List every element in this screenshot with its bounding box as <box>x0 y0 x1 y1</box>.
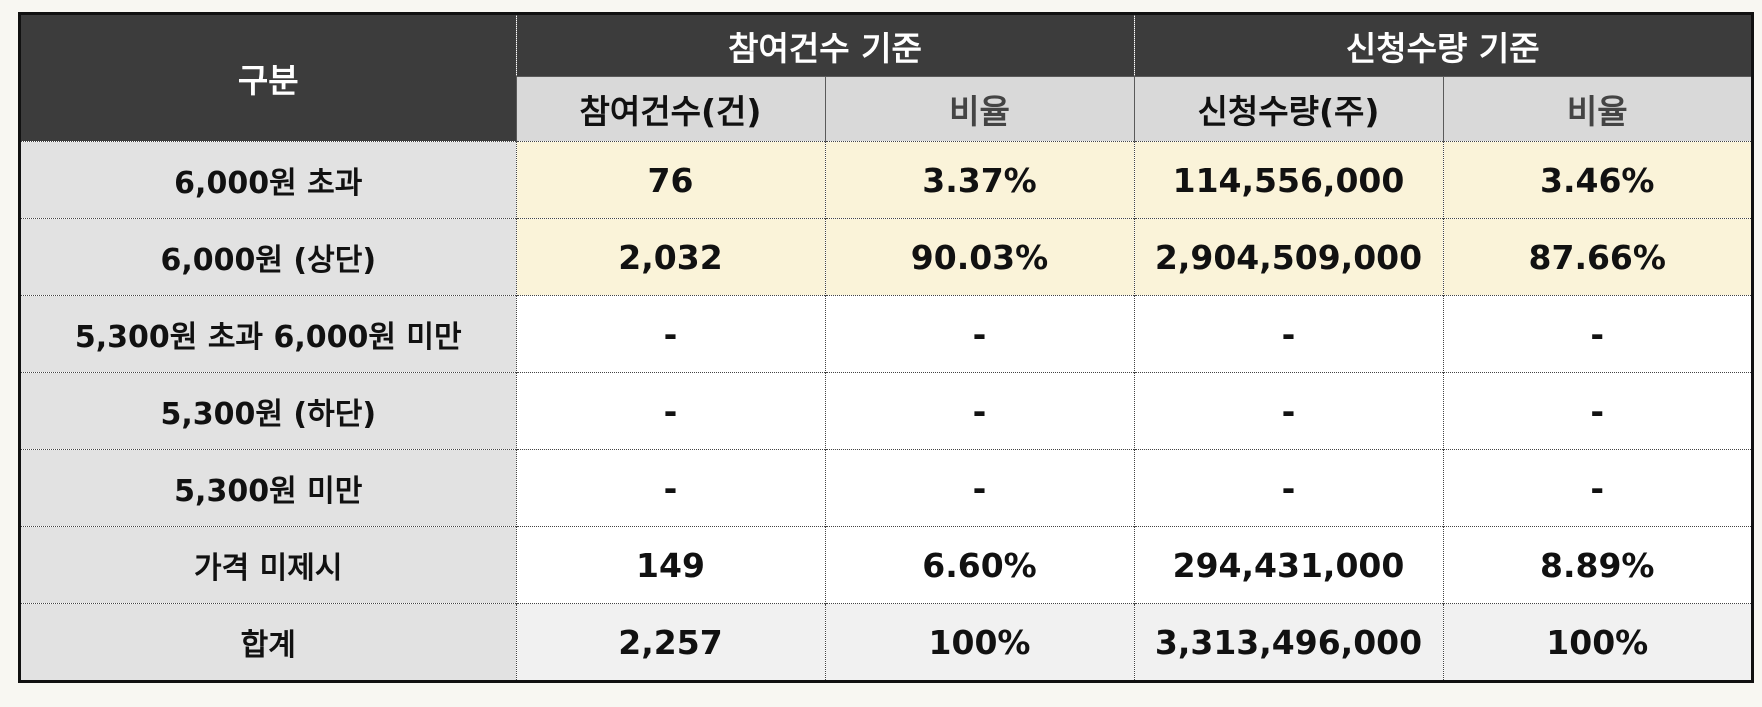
cell-participation-rate: 3.37% <box>824 141 1134 219</box>
table-row: 5,300원 미만 - - - - <box>21 449 1751 527</box>
cell-quantity: - <box>1133 449 1443 527</box>
cell-quantity: 2,904,509,000 <box>1133 218 1443 296</box>
cell-participation-count: 149 <box>515 526 825 604</box>
row-label: 합계 <box>21 603 516 680</box>
row-label: 5,300원 초과 6,000원 미만 <box>21 295 516 373</box>
row-label: 5,300원 (하단) <box>21 372 516 450</box>
cell-quantity: - <box>1133 295 1443 373</box>
header-category: 구분 <box>21 15 516 142</box>
cell-quantity-rate: 87.66% <box>1442 218 1751 296</box>
cell-quantity-rate: 100% <box>1442 603 1751 680</box>
header-group-participation: 참여건수 기준 <box>515 15 1134 77</box>
header-participation-count: 참여건수(건) <box>515 76 825 142</box>
cell-quantity: 294,431,000 <box>1133 526 1443 604</box>
cell-quantity-rate: - <box>1442 449 1751 527</box>
cell-participation-count: 2,257 <box>515 603 825 680</box>
table-row: 5,300원 초과 6,000원 미만 - - - - <box>21 295 1751 373</box>
header-quantity-rate: 비율 <box>1442 76 1751 142</box>
row-label: 6,000원 (상단) <box>21 218 516 296</box>
cell-participation-count: - <box>515 295 825 373</box>
cell-quantity-rate: 8.89% <box>1442 526 1751 604</box>
cell-participation-rate: - <box>824 295 1134 373</box>
cell-quantity: - <box>1133 372 1443 450</box>
cell-quantity: 114,556,000 <box>1133 141 1443 219</box>
row-label: 가격 미제시 <box>21 526 516 604</box>
cell-participation-count: - <box>515 372 825 450</box>
row-label: 5,300원 미만 <box>21 449 516 527</box>
table-row-total: 합계 2,257 100% 3,313,496,000 100% <box>21 603 1751 680</box>
cell-participation-count: - <box>515 449 825 527</box>
header-row-groups: 구분 참여건수 기준 신청수량 기준 <box>21 15 1751 142</box>
demand-forecast-table: 구분 참여건수 기준 신청수량 기준 참여건수(건) 비율 신청수량(주) 비율… <box>18 12 1754 683</box>
cell-participation-rate: 6.60% <box>824 526 1134 604</box>
cell-participation-rate: - <box>824 449 1134 527</box>
cell-quantity-rate: - <box>1442 372 1751 450</box>
cell-quantity-rate: 3.46% <box>1442 141 1751 219</box>
table-row: 6,000원 (상단) 2,032 90.03% 2,904,509,000 8… <box>21 218 1751 296</box>
cell-quantity-rate: - <box>1442 295 1751 373</box>
cell-participation-count: 76 <box>515 141 825 219</box>
table-row: 5,300원 (하단) - - - - <box>21 372 1751 450</box>
table-row: 가격 미제시 149 6.60% 294,431,000 8.89% <box>21 526 1751 604</box>
row-label: 6,000원 초과 <box>21 141 516 219</box>
cell-quantity: 3,313,496,000 <box>1133 603 1443 680</box>
cell-participation-rate: 100% <box>824 603 1134 680</box>
header-quantity-count: 신청수량(주) <box>1133 76 1443 142</box>
header-group-quantity: 신청수량 기준 <box>1133 15 1751 77</box>
header-participation-rate: 비율 <box>824 76 1134 142</box>
cell-participation-rate: - <box>824 372 1134 450</box>
table-row: 6,000원 초과 76 3.37% 114,556,000 3.46% <box>21 141 1751 219</box>
cell-participation-rate: 90.03% <box>824 218 1134 296</box>
cell-participation-count: 2,032 <box>515 218 825 296</box>
header-row-subcolumns: 참여건수(건) 비율 신청수량(주) 비율 <box>21 76 1751 142</box>
results-table: 구분 참여건수 기준 신청수량 기준 참여건수(건) 비율 신청수량(주) 비율… <box>21 15 1751 680</box>
